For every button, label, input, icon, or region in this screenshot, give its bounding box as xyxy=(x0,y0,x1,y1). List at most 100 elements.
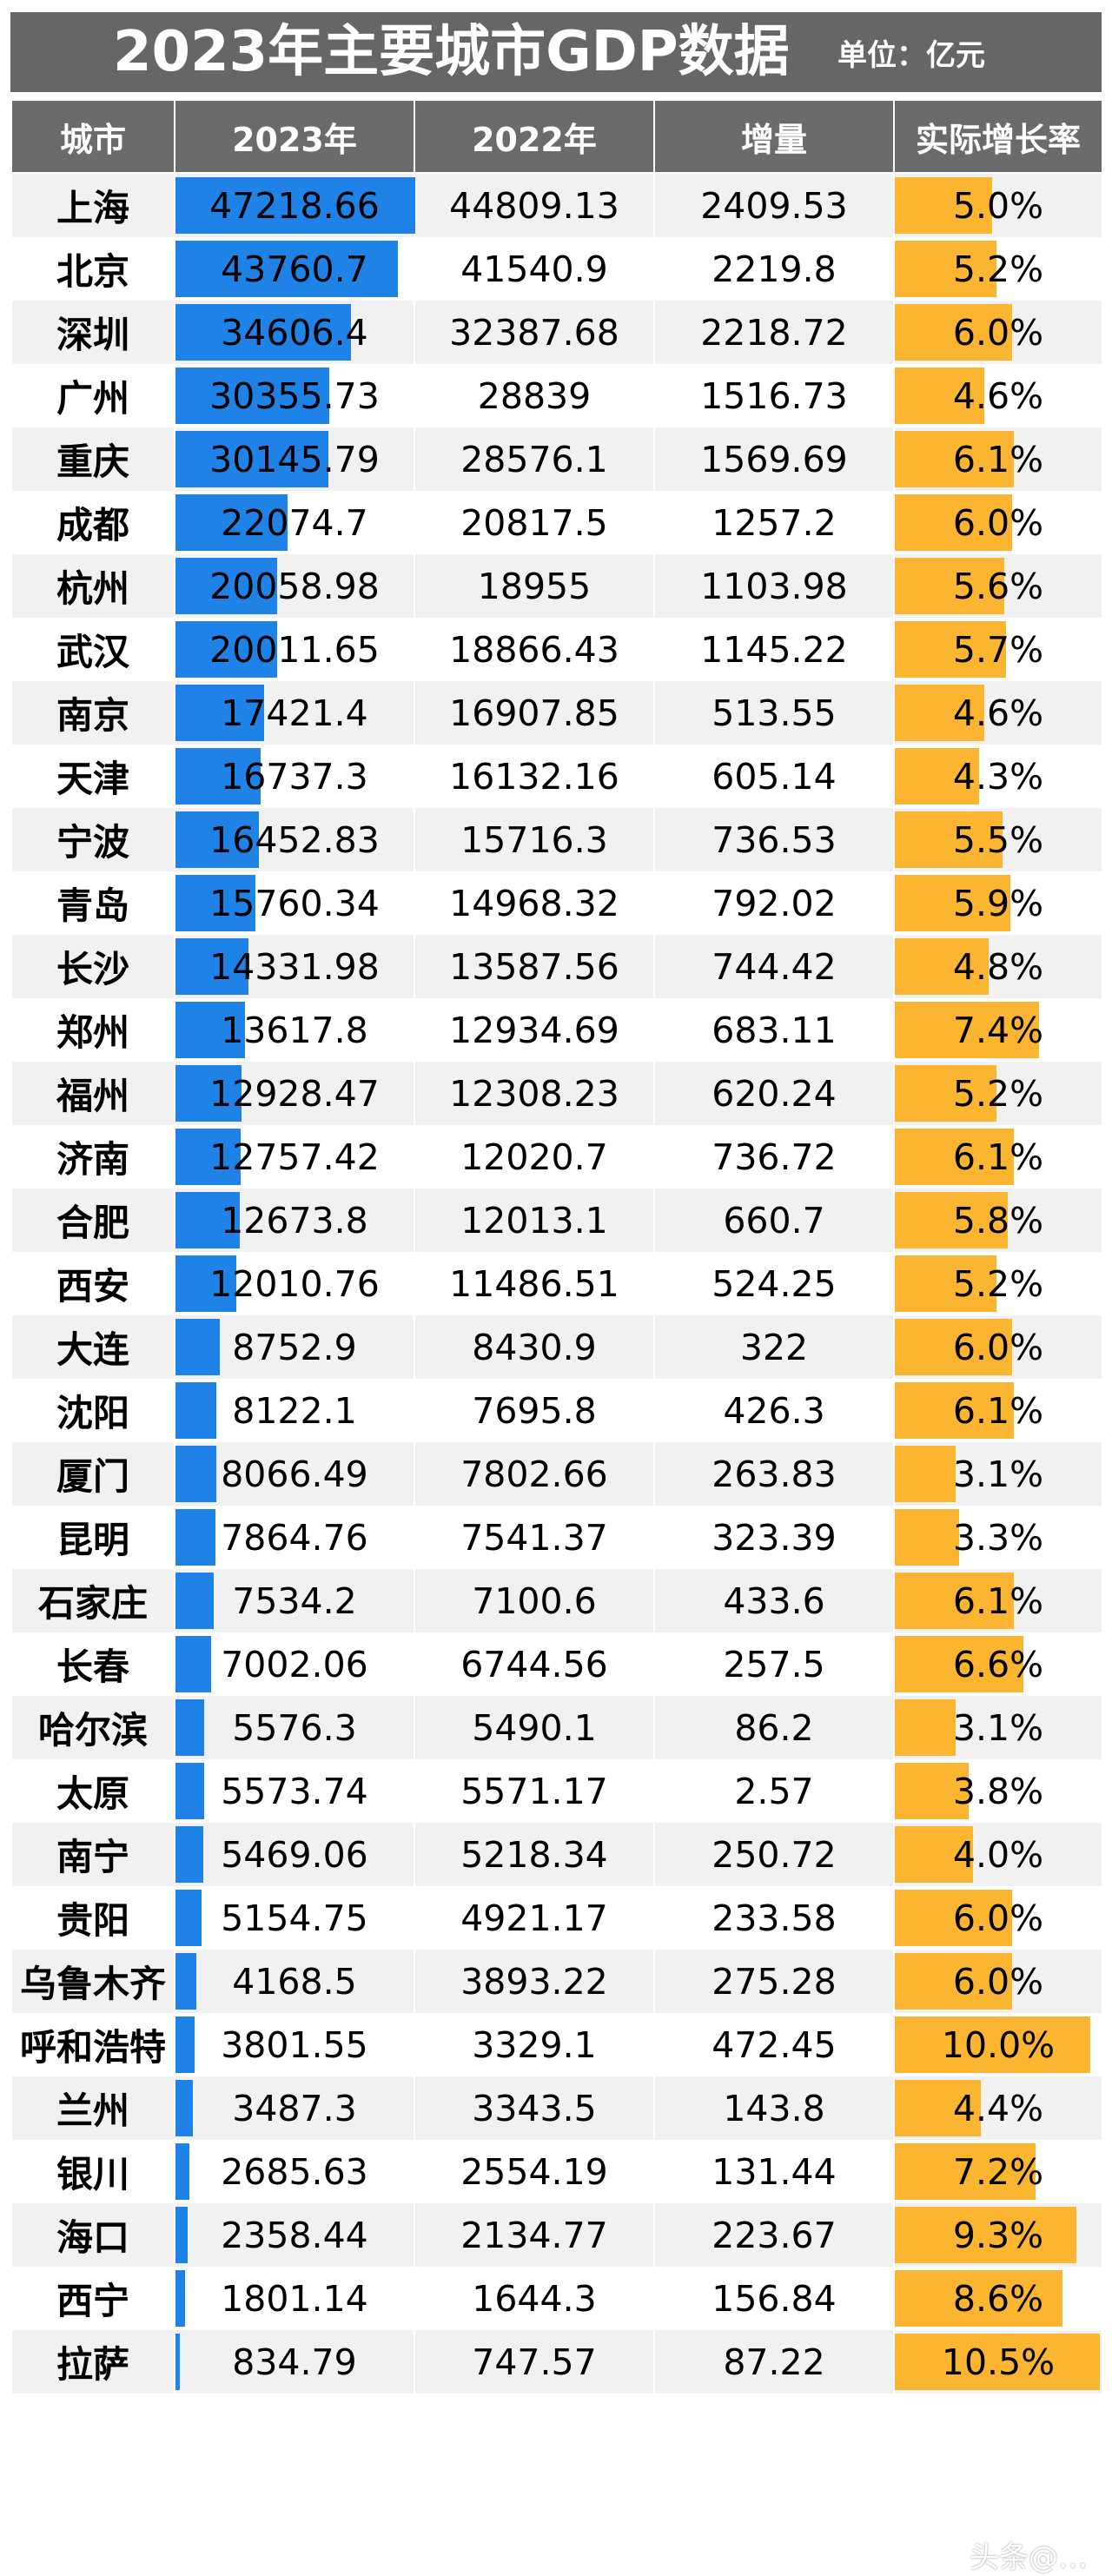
city-cell: 重庆 xyxy=(10,427,175,491)
growth-cell: 7.4% xyxy=(893,998,1103,1062)
gdp-2023-cell-text: 8122.1 xyxy=(232,1389,357,1432)
gdp-2023-cell-text: 7002.06 xyxy=(221,1643,368,1685)
gdp-2022-cell: 747.57 xyxy=(414,2330,655,2394)
gdp-2023-cell: 8752.9 xyxy=(174,1315,415,1379)
increase-cell: 736.53 xyxy=(653,808,895,871)
gdp-2023-cell-text: 43760.7 xyxy=(221,248,368,290)
gdp-2023-bar xyxy=(175,2334,180,2390)
increase-cell: 1257.2 xyxy=(653,491,895,554)
gdp-2023-cell: 47218.66 xyxy=(174,173,415,237)
city-cell: 呼和浩特 xyxy=(10,2013,175,2076)
city-cell-text: 福州 xyxy=(56,1075,129,1117)
gdp-2022-cell-text: 16132.16 xyxy=(449,755,619,798)
increase-cell: 143.8 xyxy=(653,2076,895,2140)
growth-cell: 6.1% xyxy=(893,427,1103,491)
gdp-2022-cell-text: 16907.85 xyxy=(449,692,619,734)
table-row: 乌鲁木齐 4168.5 3893.22 275.28 6.0% xyxy=(10,1950,1103,2013)
city-cell: 大连 xyxy=(10,1315,175,1379)
growth-bar xyxy=(895,2270,1063,2327)
growth-cell: 6.0% xyxy=(893,301,1103,364)
gdp-2022-cell-text: 18866.43 xyxy=(449,628,619,671)
gdp-2023-cell-text: 20011.65 xyxy=(209,628,380,671)
city-cell-text: 西安 xyxy=(56,1265,129,1308)
increase-cell-text: 87.22 xyxy=(723,2341,825,2383)
increase-cell-text: 131.44 xyxy=(712,2150,837,2193)
gdp-2023-cell-text: 5469.06 xyxy=(221,1833,368,1876)
gdp-2023-cell: 20011.65 xyxy=(174,618,415,681)
gdp-2022-cell-text: 6744.56 xyxy=(460,1643,608,1685)
increase-cell-text: 433.6 xyxy=(723,1579,825,1622)
increase-cell: 660.7 xyxy=(653,1189,895,1252)
table-row: 太原 5573.74 5571.17 2.57 3.8% xyxy=(10,1759,1103,1823)
gdp-2022-cell: 16132.16 xyxy=(414,745,655,808)
growth-cell-text: 5.0% xyxy=(952,184,1044,227)
growth-cell: 6.1% xyxy=(893,1379,1103,1442)
increase-cell: 683.11 xyxy=(653,998,895,1062)
growth-cell: 6.0% xyxy=(893,1315,1103,1379)
gdp-2023-bar xyxy=(175,1446,217,1502)
growth-cell: 10.0% xyxy=(893,2013,1103,2076)
gdp-2023-cell: 5154.75 xyxy=(174,1886,415,1950)
table-row: 哈尔滨 5576.3 5490.1 86.2 3.1% xyxy=(10,1696,1103,1759)
increase-cell-text: 223.67 xyxy=(712,2214,837,2256)
gdp-2022-cell-text: 28576.1 xyxy=(460,438,608,480)
increase-cell-text: 524.25 xyxy=(712,1262,837,1305)
table-row: 南京 17421.4 16907.85 513.55 4.6% xyxy=(10,681,1103,745)
growth-cell-text: 5.2% xyxy=(952,1262,1044,1305)
growth-cell: 4.8% xyxy=(893,935,1103,998)
growth-cell: 5.2% xyxy=(893,237,1103,301)
increase-cell-text: 250.72 xyxy=(712,1833,837,1876)
gdp-2022-cell: 12308.23 xyxy=(414,1062,655,1125)
growth-bar xyxy=(895,875,1010,931)
growth-cell-text: 6.0% xyxy=(952,501,1044,544)
growth-cell-text: 6.1% xyxy=(952,1389,1044,1432)
city-cell-text: 上海 xyxy=(56,187,129,229)
gdp-2023-bar xyxy=(175,811,260,868)
city-cell-text: 呼和浩特 xyxy=(19,2026,166,2069)
gdp-2022-cell-text: 1644.3 xyxy=(472,2277,597,2320)
header-growth-rate: 实际增长率 xyxy=(893,99,1103,174)
gdp-2023-cell-text: 20058.98 xyxy=(209,565,380,607)
gdp-2022-cell-text: 12020.7 xyxy=(460,1136,608,1178)
increase-cell: 744.42 xyxy=(653,935,895,998)
increase-cell-text: 426.3 xyxy=(723,1389,825,1432)
city-cell-text: 昆明 xyxy=(56,1519,129,1561)
increase-cell: 223.67 xyxy=(653,2203,895,2267)
city-cell-text: 拉萨 xyxy=(56,2343,129,2386)
city-cell-text: 重庆 xyxy=(56,440,129,483)
gdp-2022-cell: 4921.17 xyxy=(414,1886,655,1950)
gdp-2023-bar xyxy=(175,685,264,741)
city-cell: 南宁 xyxy=(10,1823,175,1886)
growth-cell-text: 5.8% xyxy=(952,1199,1044,1242)
city-cell: 宁波 xyxy=(10,808,175,871)
table-row: 长沙 14331.98 13587.56 744.42 4.8% xyxy=(10,935,1103,998)
gdp-2023-cell-text: 12673.8 xyxy=(221,1199,368,1242)
increase-cell-text: 322 xyxy=(739,1326,809,1368)
gdp-2022-cell: 5490.1 xyxy=(414,1696,655,1759)
gdp-2023-cell: 2685.63 xyxy=(174,2140,415,2203)
gdp-2023-cell: 34606.4 xyxy=(174,301,415,364)
increase-cell: 233.58 xyxy=(653,1886,895,1950)
table-row: 广州 30355.73 28839 1516.73 4.6% xyxy=(10,364,1103,427)
gdp-2022-cell: 5571.17 xyxy=(414,1759,655,1823)
growth-bar xyxy=(895,1890,1012,1946)
growth-bar xyxy=(895,1382,1015,1439)
growth-bar xyxy=(895,2016,1090,2073)
gdp-2022-cell: 20817.5 xyxy=(414,491,655,554)
city-cell: 长沙 xyxy=(10,935,175,998)
gdp-2023-cell: 22074.7 xyxy=(174,491,415,554)
increase-cell: 2409.53 xyxy=(653,173,895,237)
increase-cell: 1569.69 xyxy=(653,427,895,491)
gdp-2023-cell: 12757.42 xyxy=(174,1125,415,1189)
table-row: 沈阳 8122.1 7695.8 426.3 6.1% xyxy=(10,1379,1103,1442)
gdp-2023-cell-text: 4168.5 xyxy=(232,1960,357,2003)
growth-cell: 7.2% xyxy=(893,2140,1103,2203)
city-cell: 青岛 xyxy=(10,871,175,935)
increase-cell: 605.14 xyxy=(653,745,895,808)
gdp-table: 城市 2023年 2022年 增量 实际增长率 上海 47218.66 44809.… xyxy=(10,99,1103,2394)
table-row: 兰州 3487.3 3343.5 143.8 4.4% xyxy=(10,2076,1103,2140)
gdp-2022-cell-text: 2134.77 xyxy=(460,2214,608,2256)
city-cell: 成都 xyxy=(10,491,175,554)
growth-cell: 4.3% xyxy=(893,745,1103,808)
gdp-2023-cell: 7002.06 xyxy=(174,1632,415,1696)
